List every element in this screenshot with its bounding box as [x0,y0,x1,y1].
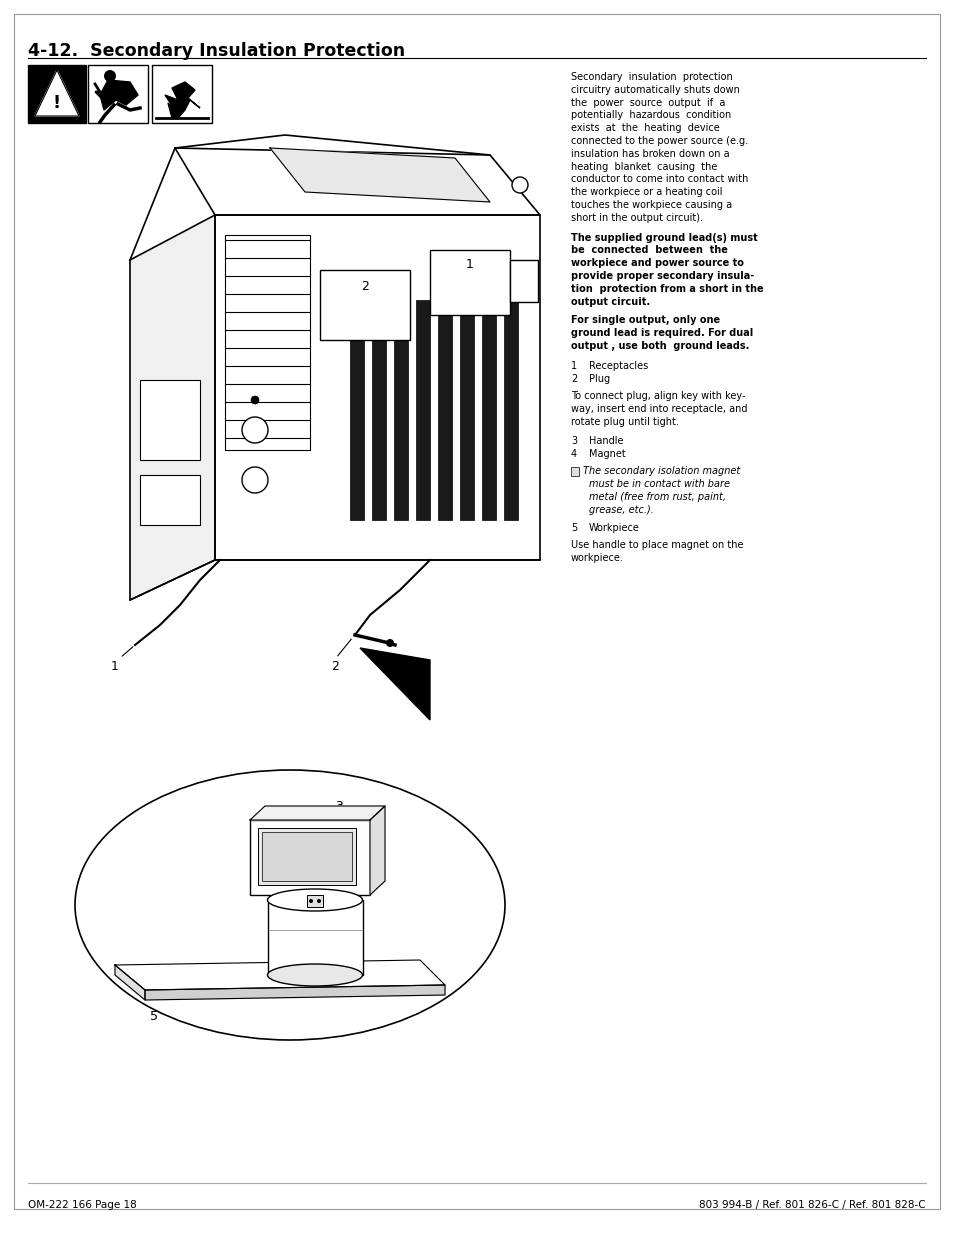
Polygon shape [100,80,138,110]
Text: way, insert end into receptacle, and: way, insert end into receptacle, and [571,404,747,414]
Text: 1: 1 [571,361,577,370]
Text: provide proper secondary insula-: provide proper secondary insula- [571,270,754,282]
Text: insulation has broken down on a: insulation has broken down on a [571,148,729,159]
Text: The supplied ground lead(s) must: The supplied ground lead(s) must [571,232,757,242]
Text: Secondary  insulation  protection: Secondary insulation protection [571,72,732,82]
Text: 1: 1 [111,659,119,673]
Bar [225,235,310,450]
Bar [510,261,537,303]
Text: 2: 2 [331,659,338,673]
Text: touches the workpiece causing a: touches the workpiece causing a [571,200,731,210]
Text: 2: 2 [360,280,369,293]
Ellipse shape [75,769,504,1040]
Bar [503,300,517,520]
Polygon shape [250,806,385,820]
Polygon shape [174,148,539,215]
Circle shape [309,899,313,903]
Text: 1: 1 [466,258,474,270]
Polygon shape [174,135,490,156]
Text: connected to the power source (e.g.: connected to the power source (e.g. [571,136,747,146]
Text: workpiece.: workpiece. [571,553,623,563]
Text: exists  at  the  heating  device: exists at the heating device [571,124,719,133]
Ellipse shape [267,965,362,986]
Text: Use handle to place magnet on the: Use handle to place magnet on the [571,541,742,551]
Text: !: ! [52,94,61,112]
Polygon shape [270,148,490,203]
Bar [28,65,86,124]
Polygon shape [115,960,444,990]
Bar [571,467,578,477]
Text: be  connected  between  the: be connected between the [571,246,727,256]
Text: The secondary isolation magnet: The secondary isolation magnet [582,467,740,477]
Text: short in the output circuit).: short in the output circuit). [571,212,702,222]
Text: 2: 2 [571,374,577,384]
Bar [372,300,386,520]
Bar [88,65,148,124]
Circle shape [512,177,527,193]
Text: output , use both  ground leads.: output , use both ground leads. [571,341,749,351]
Text: Magnet: Magnet [588,448,625,458]
Circle shape [104,70,116,82]
Text: 803 994-B / Ref. 801 826-C / Ref. 801 828-C: 803 994-B / Ref. 801 826-C / Ref. 801 82… [699,1200,925,1210]
Polygon shape [145,986,444,1000]
Text: 3: 3 [335,800,342,813]
Bar [152,65,212,124]
Bar [437,300,452,520]
Circle shape [251,396,258,404]
Bar [416,300,430,520]
Bar [481,300,496,520]
Text: 5: 5 [150,1010,158,1023]
Polygon shape [35,70,79,116]
Polygon shape [115,965,145,1000]
Bar [459,300,474,520]
Bar [319,270,410,340]
Text: Plug: Plug [588,374,610,384]
Bar [430,249,510,315]
Text: the  power  source  output  if  a: the power source output if a [571,98,724,107]
Text: Handle: Handle [588,436,623,446]
Text: 4-12.  Secondary Insulation Protection: 4-12. Secondary Insulation Protection [28,42,405,61]
Bar [257,827,355,885]
Text: grease, etc.).: grease, etc.). [588,505,653,515]
Text: potentially  hazardous  condition: potentially hazardous condition [571,110,731,120]
Bar [394,300,408,520]
Text: ground lead is required. For dual: ground lead is required. For dual [571,329,753,338]
Text: Workpiece: Workpiece [588,522,639,532]
Text: metal (free from rust, paint,: metal (free from rust, paint, [588,492,725,501]
Text: Receptacles: Receptacles [588,361,648,370]
Polygon shape [359,648,430,720]
Text: the workpiece or a heating coil: the workpiece or a heating coil [571,188,721,198]
Polygon shape [214,215,539,559]
Text: conductor to come into contact with: conductor to come into contact with [571,174,747,184]
Text: To connect plug, align key with key-: To connect plug, align key with key- [571,391,744,401]
Bar [140,475,200,525]
Ellipse shape [267,889,362,911]
Text: heating  blanket  causing  the: heating blanket causing the [571,162,717,172]
Text: must be in contact with bare: must be in contact with bare [588,479,729,489]
Text: For single output, only one: For single output, only one [571,315,720,325]
Text: rotate plug until tight.: rotate plug until tight. [571,417,679,427]
Bar [262,832,352,881]
Polygon shape [130,215,214,600]
Circle shape [386,638,394,647]
Text: 3: 3 [571,436,577,446]
Text: tion  protection from a short in the: tion protection from a short in the [571,284,762,294]
Bar [268,900,363,974]
Circle shape [242,467,268,493]
Text: OM-222 166 Page 18: OM-222 166 Page 18 [28,1200,136,1210]
Text: output circuit.: output circuit. [571,296,649,306]
Bar [307,895,323,906]
Text: workpiece and power source to: workpiece and power source to [571,258,743,268]
Polygon shape [370,806,385,895]
Circle shape [242,417,268,443]
Text: 4: 4 [571,448,577,458]
Polygon shape [165,82,200,119]
Bar [350,300,364,520]
Bar [140,380,200,459]
Bar [250,820,370,895]
Text: 4: 4 [385,965,393,978]
Text: circuitry automatically shuts down: circuitry automatically shuts down [571,85,740,95]
Text: 5: 5 [571,522,577,532]
Circle shape [316,899,320,903]
